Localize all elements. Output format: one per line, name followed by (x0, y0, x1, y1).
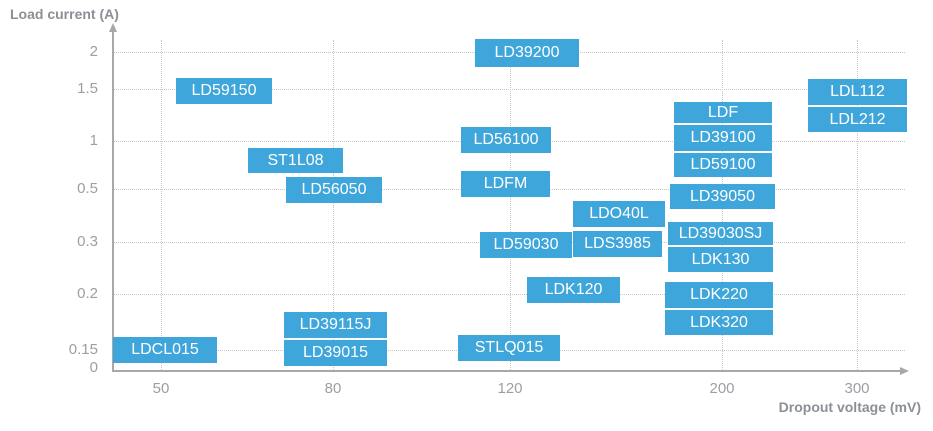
y-tick-label: 0 (89, 359, 98, 376)
y-axis-title: Load current (A) (10, 6, 119, 22)
x-axis-arrow-icon (900, 367, 909, 375)
y-gridline (112, 89, 905, 90)
chart-box: LD56050 (286, 177, 382, 203)
x-tick-label: 200 (709, 380, 735, 397)
y-tick-label: 1 (89, 132, 98, 149)
x-gridline (857, 40, 858, 370)
chart-box: LD39200 (475, 39, 579, 67)
y-tick-label: 1.5 (77, 80, 98, 97)
chart-box: STLQ015 (458, 335, 560, 361)
chart-box: LDK320 (665, 310, 773, 335)
chart-box: LDFM (461, 171, 550, 197)
chart-box: LD59030 (480, 232, 572, 258)
y-axis-arrow-icon (109, 23, 117, 32)
y-axis-line (112, 32, 114, 372)
chart-box: LD39015 (284, 340, 387, 366)
x-gridline (510, 40, 511, 370)
x-axis-line (112, 370, 900, 372)
chart-box: LD39050 (670, 184, 775, 209)
chart-box: LDO40L (573, 201, 665, 227)
y-tick-label: 0.15 (68, 341, 98, 358)
chart-box: LD39030SJ (668, 222, 773, 245)
x-gridline (161, 40, 162, 370)
x-tick-label: 80 (324, 380, 342, 397)
y-tick-label: 2 (89, 43, 98, 60)
chart-box: LDCL015 (113, 337, 217, 363)
chart-box: LDF (674, 102, 772, 123)
chart-box: LDK130 (668, 247, 773, 272)
chart-box: LDL112 (808, 79, 907, 105)
chart-box: LD39100 (674, 125, 772, 151)
y-gridline (112, 294, 905, 295)
chart-box: LD39115J (284, 312, 387, 338)
chart-box: LDS3985 (573, 231, 662, 257)
chart-box: ST1L08 (248, 148, 343, 173)
y-tick-label: 0.5 (77, 180, 98, 197)
chart-box: LD59150 (176, 78, 272, 104)
x-axis-title: Dropout voltage (mV) (778, 399, 921, 415)
chart-box: LDK220 (665, 282, 773, 308)
x-tick-label: 120 (497, 380, 523, 397)
y-tick-label: 0.3 (77, 233, 98, 250)
x-tick-label: 300 (844, 380, 870, 397)
chart-box: LD56100 (461, 127, 551, 153)
chart-box: LDK120 (527, 277, 620, 303)
x-gridline (333, 40, 334, 370)
x-tick-label: 50 (152, 380, 170, 397)
y-tick-label: 0.2 (77, 285, 98, 302)
chart-box: LDL212 (808, 107, 907, 132)
chart-box: LD59100 (674, 153, 772, 177)
